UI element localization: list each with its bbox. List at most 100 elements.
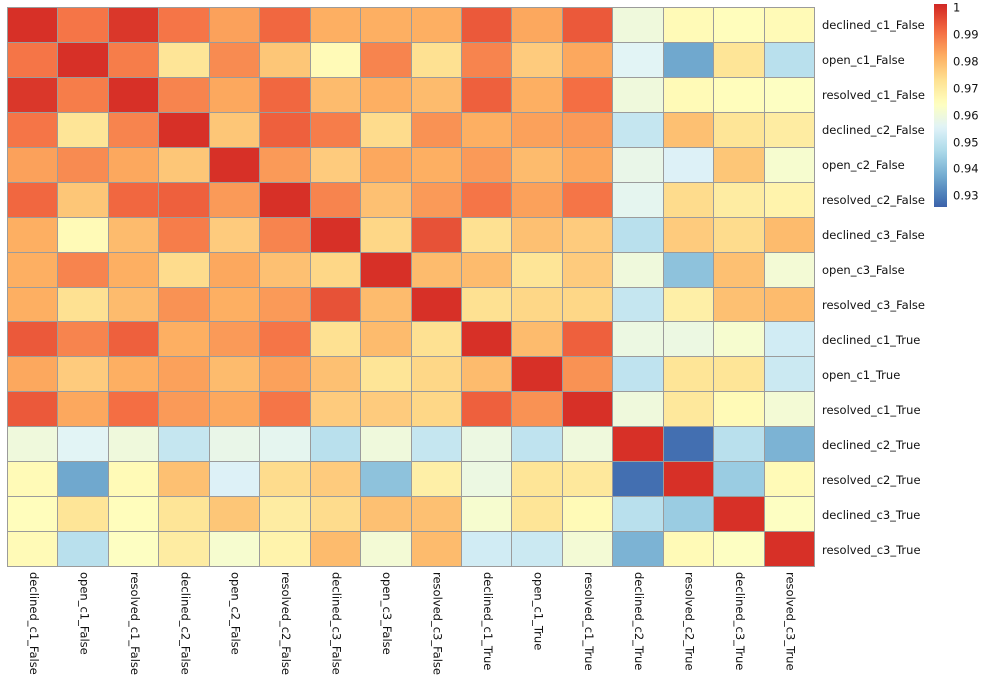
heatmap-cell [613, 392, 663, 427]
heatmap-cell [764, 497, 814, 532]
heatmap-cell [613, 8, 663, 42]
heatmap-cell [108, 427, 159, 462]
heatmap-cell [663, 112, 714, 147]
y-tick-label: declined_c3_True [822, 507, 921, 522]
heatmap-cell [461, 77, 512, 112]
heatmap-cell [8, 462, 58, 497]
heatmap-cell [159, 462, 209, 497]
heatmap-cell [8, 252, 58, 287]
x-tick-label: open_c2_False [228, 572, 243, 655]
heatmap-cell [512, 462, 562, 497]
heatmap-cell [58, 357, 108, 392]
heatmap-cell [411, 252, 461, 287]
heatmap-cell [512, 77, 562, 112]
heatmap-cell [361, 42, 411, 77]
heatmap-cell [159, 497, 209, 532]
heatmap-cell [361, 287, 411, 322]
heatmap-cell [310, 182, 361, 217]
heatmap-cell [310, 42, 361, 77]
heatmap-cell [461, 357, 512, 392]
heatmap-cell [663, 357, 714, 392]
heatmap-cell [159, 42, 209, 77]
heatmap-cell [310, 217, 361, 252]
heatmap-cell [361, 462, 411, 497]
heatmap-cell [8, 42, 58, 77]
heatmap-cell [461, 287, 512, 322]
heatmap-cell [714, 112, 764, 147]
colorbar-tick-label: 0.98 [953, 54, 979, 69]
heatmap-cell [108, 147, 159, 182]
heatmap-cell [562, 252, 613, 287]
heatmap-cell [411, 462, 461, 497]
heatmap-cell [461, 182, 512, 217]
heatmap-cell [411, 42, 461, 77]
heatmap-cell [461, 462, 512, 497]
heatmap-cell [764, 287, 814, 322]
heatmap-cell [411, 497, 461, 532]
heatmap-cell [714, 357, 764, 392]
heatmap-cell [512, 217, 562, 252]
heatmap-cell [764, 252, 814, 287]
heatmap-cell [361, 112, 411, 147]
heatmap-cell [260, 42, 310, 77]
y-tick-label: resolved_c1_True [822, 402, 921, 417]
heatmap-cell [613, 532, 663, 566]
heatmap-cell [663, 252, 714, 287]
y-axis-labels: declined_c1_False open_c1_False resolved_c… [822, 8, 925, 568]
heatmap-cell [108, 532, 159, 566]
heatmap-cell [613, 427, 663, 462]
y-tick-label: declined_c2_False [822, 123, 925, 138]
heatmap-cell [411, 392, 461, 427]
x-tick-label: resolved_c2_True [682, 572, 697, 671]
heatmap-cell [58, 147, 108, 182]
heatmap-cell [512, 147, 562, 182]
heatmap-cell [714, 77, 764, 112]
heatmap-cell [108, 252, 159, 287]
heatmap-cell [512, 497, 562, 532]
heatmap-cell [8, 532, 58, 566]
x-tick-label: resolved_c3_False [430, 572, 445, 675]
heatmap-cell [8, 112, 58, 147]
heatmap-cell [310, 357, 361, 392]
heatmap-cell [260, 322, 310, 357]
heatmap-cell [411, 532, 461, 566]
x-tick-label: open_c3_False [380, 572, 395, 655]
heatmap-cell [613, 77, 663, 112]
heatmap-cell [764, 77, 814, 112]
heatmap-cell [159, 112, 209, 147]
heatmap-cell [260, 8, 310, 42]
heatmap-cell [260, 462, 310, 497]
heatmap-cell [209, 217, 260, 252]
heatmap-cell [613, 42, 663, 77]
heatmap-cell [562, 77, 613, 112]
heatmap-cell [562, 392, 613, 427]
heatmap-cell [108, 357, 159, 392]
heatmap-cell [108, 77, 159, 112]
heatmap-cell [562, 287, 613, 322]
x-tick-label: declined_c2_False [178, 572, 193, 675]
heatmap-cell [108, 182, 159, 217]
heatmap-cell [562, 147, 613, 182]
heatmap-cell [562, 112, 613, 147]
heatmap-cell [209, 532, 260, 566]
heatmap-cell [159, 8, 209, 42]
heatmap-cell [310, 252, 361, 287]
heatmap-cell [663, 427, 714, 462]
heatmap-cell [714, 217, 764, 252]
heatmap-cell [613, 112, 663, 147]
heatmap-cell [714, 462, 764, 497]
heatmap-cell [159, 252, 209, 287]
y-tick-label: open_c1_False [822, 53, 905, 68]
heatmap-cell [58, 42, 108, 77]
heatmap-cell [663, 322, 714, 357]
heatmap-cell [562, 427, 613, 462]
colorbar-tick-label: 0.95 [953, 134, 979, 149]
heatmap-cell [310, 322, 361, 357]
heatmap-cell [411, 182, 461, 217]
heatmap-cell [159, 147, 209, 182]
heatmap-cell [562, 462, 613, 497]
heatmap-cell [260, 357, 310, 392]
heatmap-cell [663, 77, 714, 112]
heatmap-cell [613, 287, 663, 322]
heatmap-cell [663, 532, 714, 566]
